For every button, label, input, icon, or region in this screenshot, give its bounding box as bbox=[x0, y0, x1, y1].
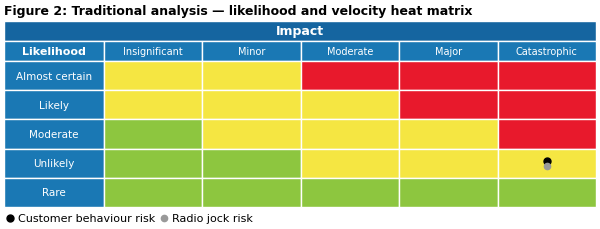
Bar bbox=[301, 62, 399, 91]
Bar bbox=[104, 91, 202, 120]
Bar bbox=[399, 178, 497, 207]
Bar bbox=[399, 120, 497, 149]
Text: Major: Major bbox=[435, 47, 462, 57]
Bar bbox=[497, 91, 596, 120]
Bar bbox=[104, 120, 202, 149]
Bar bbox=[497, 42, 596, 62]
Bar bbox=[301, 178, 399, 207]
Bar bbox=[4, 178, 104, 207]
Bar bbox=[202, 91, 301, 120]
Text: Unlikely: Unlikely bbox=[34, 158, 74, 169]
Text: Impact: Impact bbox=[276, 25, 324, 38]
Bar bbox=[301, 42, 399, 62]
Bar bbox=[104, 62, 202, 91]
Bar bbox=[4, 22, 596, 42]
Bar bbox=[301, 149, 399, 178]
Bar bbox=[202, 62, 301, 91]
Text: Minor: Minor bbox=[238, 47, 265, 57]
Text: Likely: Likely bbox=[39, 100, 69, 110]
Text: Radio jock risk: Radio jock risk bbox=[172, 213, 253, 223]
Text: Insignificant: Insignificant bbox=[124, 47, 183, 57]
Bar bbox=[4, 42, 104, 62]
Bar bbox=[399, 91, 497, 120]
Bar bbox=[104, 42, 202, 62]
Text: Customer behaviour risk: Customer behaviour risk bbox=[18, 213, 155, 223]
Text: Likelihood: Likelihood bbox=[22, 47, 86, 57]
Bar bbox=[4, 91, 104, 120]
Text: Almost certain: Almost certain bbox=[16, 71, 92, 81]
Bar bbox=[4, 149, 104, 178]
Text: Moderate: Moderate bbox=[29, 129, 79, 139]
Bar bbox=[202, 178, 301, 207]
Bar bbox=[104, 178, 202, 207]
Bar bbox=[104, 149, 202, 178]
Bar bbox=[301, 91, 399, 120]
Bar bbox=[399, 62, 497, 91]
Bar bbox=[497, 149, 596, 178]
Bar bbox=[399, 42, 497, 62]
Text: Moderate: Moderate bbox=[327, 47, 373, 57]
Text: Rare: Rare bbox=[42, 188, 66, 198]
Bar bbox=[497, 178, 596, 207]
Bar bbox=[301, 120, 399, 149]
Bar bbox=[202, 42, 301, 62]
Bar bbox=[202, 149, 301, 178]
Text: Figure 2: Traditional analysis — likelihood and velocity heat matrix: Figure 2: Traditional analysis — likelih… bbox=[4, 5, 473, 17]
Bar bbox=[202, 120, 301, 149]
Text: Catastrophic: Catastrophic bbox=[516, 47, 578, 57]
Bar bbox=[399, 149, 497, 178]
Bar bbox=[4, 62, 104, 91]
Bar bbox=[4, 120, 104, 149]
Bar bbox=[497, 120, 596, 149]
Bar bbox=[497, 62, 596, 91]
